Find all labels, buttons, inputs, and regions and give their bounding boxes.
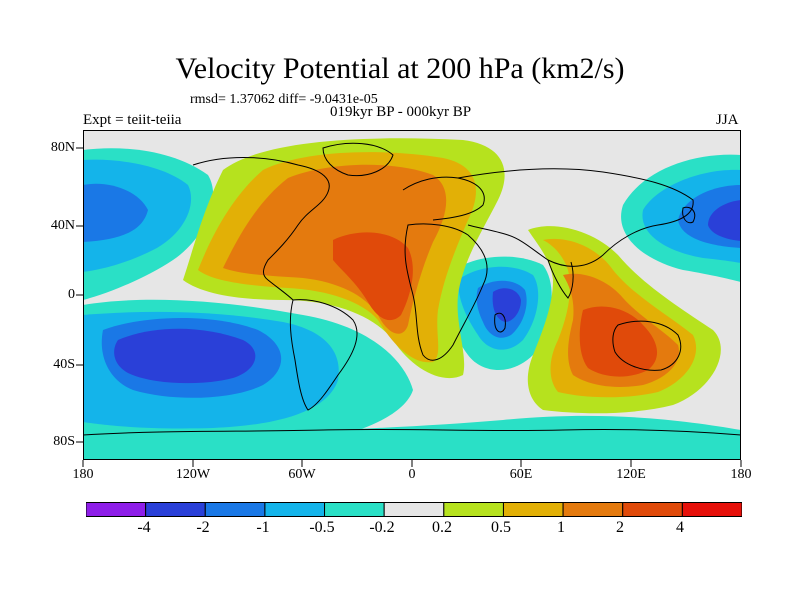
coastline-asia — [457, 168, 694, 267]
colorbar-label-1: -4 — [137, 519, 151, 536]
coastline-madagascar — [494, 312, 506, 333]
experiment-label: Expt = teiit-teiia — [83, 112, 182, 128]
velocity-potential-map — [83, 130, 741, 460]
colorbar-label-4: -0.5 — [309, 519, 335, 536]
map-frame — [83, 130, 741, 460]
colorbar-cell — [204, 502, 266, 517]
coastline-africa — [404, 223, 488, 361]
colorbar-cell — [502, 502, 564, 517]
field-negative-east-pacific-min — [708, 200, 741, 241]
x-tick-180w: 180 — [72, 467, 94, 482]
colorbar-cell — [383, 502, 445, 517]
axis-ticks — [76, 147, 742, 467]
coastline-europe — [402, 176, 485, 221]
colorbar-label-6: 0.2 — [432, 519, 452, 536]
field-positive-atlantic-max — [333, 232, 413, 321]
x-tick-60w: 60W — [288, 467, 316, 482]
coastline-south-america — [289, 299, 358, 411]
x-tick-120e: 120E — [616, 467, 646, 482]
colorbar-label-8: 1 — [557, 519, 565, 536]
y-tick-0: 0 — [68, 287, 75, 302]
coastline-antarctica — [83, 428, 741, 436]
stats-line: rmsd= 1.37062 diff= -9.0431e-05 — [190, 92, 378, 107]
colorbar-cell — [324, 502, 385, 517]
y-tick-80n: 80N — [50, 140, 75, 155]
colorbar-cell — [264, 502, 326, 517]
x-tick-0: 0 — [408, 467, 416, 482]
colorbar-label-2: -2 — [196, 519, 210, 536]
field-negative-north-pacific-core — [83, 183, 148, 242]
field-positive-maritime-max — [579, 306, 658, 377]
map-title: Velocity Potential at 200 hPa (km2/s) — [175, 52, 625, 85]
field-negative-southern-band — [83, 415, 741, 460]
colorbar-label-5: -0.2 — [369, 519, 395, 536]
colorbar-cell — [443, 502, 504, 517]
coastline-greenland — [322, 142, 394, 177]
colorbar-cell — [681, 502, 742, 517]
season-label: JJA — [716, 112, 739, 128]
colorbar-label-3: -1 — [256, 519, 270, 536]
coastline-japan — [682, 206, 696, 224]
y-tick-40n: 40N — [50, 218, 75, 233]
colorbar-cell — [562, 502, 624, 517]
x-tick-180e: 180 — [730, 467, 752, 482]
colorbar-label-9: 2 — [616, 519, 624, 536]
coastlines — [83, 142, 741, 436]
field-negative-south-pacific-min — [114, 328, 256, 384]
colorbar-cell — [145, 502, 206, 517]
coastline-australia — [612, 320, 682, 371]
colorbar-label-7: 0.5 — [491, 519, 511, 536]
colorbar-label-10: 4 — [676, 519, 684, 536]
colorbar-cell — [622, 502, 683, 517]
coastline-north-america — [192, 157, 330, 301]
period-label: 019kyr BP - 000kyr BP — [330, 104, 472, 120]
colorbar — [86, 502, 742, 517]
coastline-india — [547, 259, 574, 299]
x-tick-120w: 120W — [175, 467, 211, 482]
y-tick-80s: 80S — [53, 434, 75, 449]
y-tick-40s: 40S — [53, 357, 75, 372]
colorbar-cell — [86, 502, 147, 517]
x-tick-60e: 60E — [509, 467, 533, 482]
